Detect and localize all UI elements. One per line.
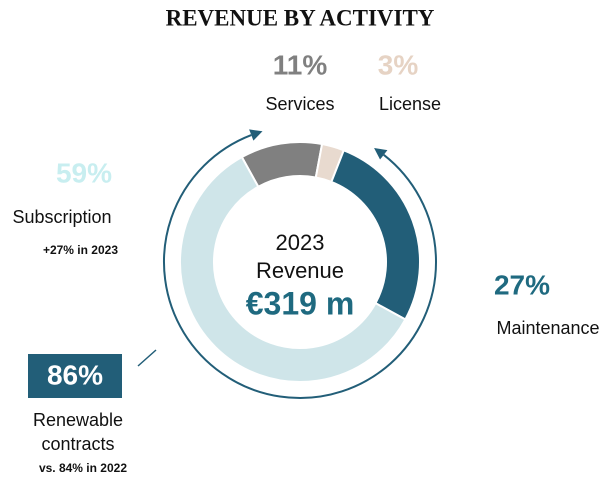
value-label: 3% bbox=[378, 49, 419, 80]
connector bbox=[137, 349, 157, 367]
center-value: €319 m bbox=[246, 285, 355, 321]
category-label: Maintenance bbox=[496, 318, 599, 338]
arrow-head bbox=[249, 129, 263, 141]
donut-segment bbox=[179, 155, 407, 383]
value-label: 27% bbox=[494, 269, 550, 300]
category-label: Services bbox=[265, 94, 334, 114]
renewable-share: 86% bbox=[47, 359, 103, 390]
value-label: 59% bbox=[56, 157, 112, 188]
cycle-ring bbox=[137, 129, 437, 399]
renewable-box bbox=[28, 354, 122, 398]
category-label: License bbox=[379, 94, 441, 114]
category-label: Subscription bbox=[12, 207, 111, 227]
growth-note: +27% in 2023 bbox=[43, 243, 118, 257]
value-label: 11% bbox=[273, 49, 328, 80]
arrow-head bbox=[374, 147, 388, 160]
renewable-label: Renewable bbox=[33, 410, 123, 430]
center-year: 2023 bbox=[276, 230, 325, 255]
renewable-comparison: vs. 84% in 2022 bbox=[39, 461, 127, 475]
center-label: Revenue bbox=[256, 258, 344, 283]
ring-arc bbox=[163, 134, 437, 399]
chart-title: REVENUE BY ACTIVITY bbox=[166, 5, 435, 30]
renewable-label: contracts bbox=[41, 434, 114, 454]
